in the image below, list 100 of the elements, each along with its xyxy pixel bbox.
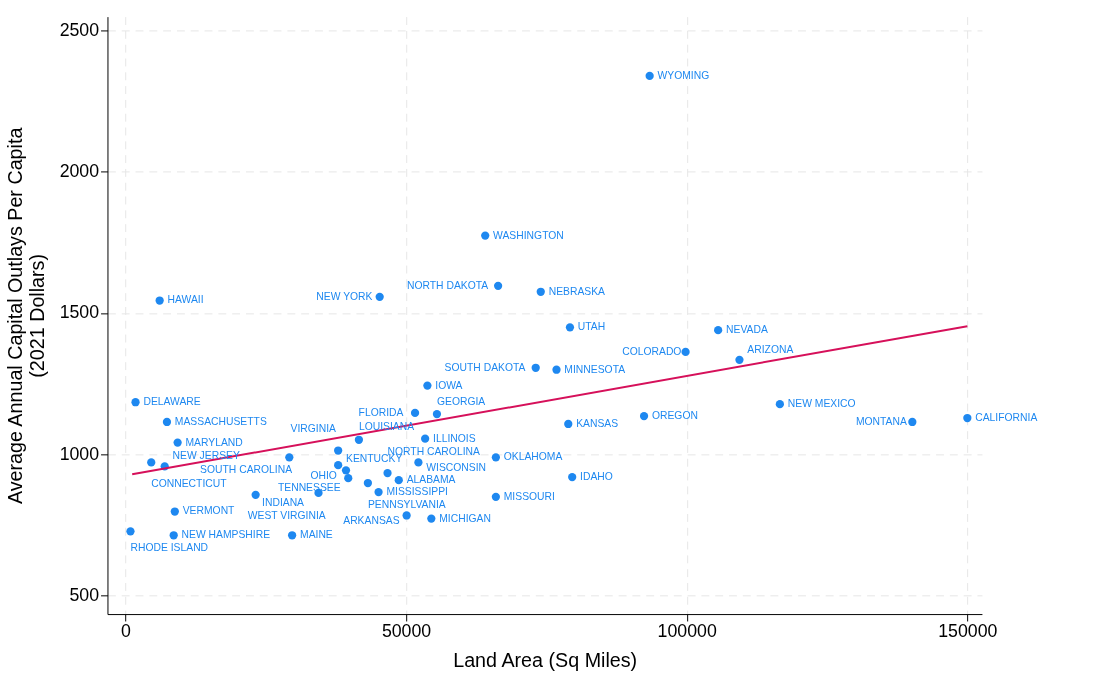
point: [714, 326, 723, 335]
annotation: ARIZONA: [747, 343, 794, 355]
x-axis-title: Land Area (Sq Miles): [453, 648, 638, 671]
annotation: WYOMING: [657, 69, 710, 81]
x-tick-label: 100000: [657, 621, 717, 642]
point: [285, 453, 294, 462]
y-axis-title: Average Annual Capital Outlays Per Capita (2021 Dollars): [4, 127, 48, 505]
annotation: CALIFORNIA: [975, 411, 1038, 423]
point: [491, 453, 500, 462]
annotation: MAINE: [300, 529, 333, 541]
point: [531, 363, 540, 372]
point: [162, 417, 172, 427]
annotation: SOUTH DAKOTA: [444, 361, 526, 373]
annotation: VERMONT: [182, 505, 236, 517]
annotation: NEW YORK: [316, 290, 373, 302]
point: [775, 400, 784, 409]
annotation: NORTH DAKOTA: [407, 279, 489, 291]
annotation: CONNECTICUT: [151, 477, 228, 489]
point: [963, 413, 972, 423]
point: [432, 409, 442, 419]
annotation: WEST VIRGINIA: [247, 510, 326, 522]
annotation: HAWAII: [167, 294, 204, 306]
point: [394, 476, 403, 485]
annotation: WASHINGTON: [493, 229, 564, 241]
annotation: RHODE ISLAND: [130, 542, 209, 554]
annotation: NEVADA: [726, 324, 768, 336]
annotation: MINNESOTA: [564, 363, 626, 375]
annotation: MASSACHUSETTS: [174, 415, 267, 427]
annotation: KANSAS: [576, 417, 619, 429]
point: [288, 531, 297, 540]
point: [681, 347, 690, 357]
annotation: SOUTH CAROLINA: [200, 463, 293, 475]
point: [552, 365, 561, 374]
annotation: MISSOURI: [503, 490, 555, 502]
point: [645, 71, 654, 81]
point: [491, 492, 500, 501]
x-tick-label: 150000: [938, 621, 998, 642]
point: [421, 434, 430, 443]
point: [564, 419, 573, 429]
annotation: OHIO: [310, 469, 337, 481]
point: [402, 511, 411, 520]
x-tick-label: 0: [120, 621, 131, 642]
point: [639, 411, 649, 421]
point: [423, 381, 432, 390]
point: [481, 231, 490, 240]
annotation: MONTANA: [855, 415, 907, 427]
annotation: OREGON: [651, 410, 698, 422]
point: [147, 458, 156, 467]
annotation: NEW HAMPSHIRE: [181, 529, 271, 541]
point: [169, 531, 178, 540]
annotation: IOWA: [435, 379, 463, 391]
annotation: IDAHO: [580, 471, 613, 483]
annotation: ARKANSAS: [343, 515, 400, 527]
annotation: MISSISSIPPI: [386, 486, 448, 497]
annotation: DELAWARE: [143, 396, 201, 408]
point: [414, 458, 423, 467]
point: [173, 438, 182, 447]
point: [735, 355, 744, 364]
point: [410, 408, 420, 418]
point: [383, 469, 392, 478]
point: [344, 474, 353, 483]
annotation: ILLINOIS: [433, 432, 476, 444]
point: [170, 507, 179, 516]
point: [363, 478, 373, 488]
annotation: FLORIDA: [358, 406, 404, 418]
annotation: MICHIGAN: [439, 512, 491, 524]
annotation: GEORGIA: [436, 395, 486, 407]
point: [427, 514, 436, 523]
annotation: OKLAHOMA: [503, 451, 563, 463]
point: [334, 461, 343, 470]
y-tick-label: 2500: [59, 19, 100, 40]
point: [126, 527, 135, 536]
point: [131, 398, 140, 407]
point: [251, 490, 260, 499]
point: [155, 296, 164, 305]
point: [493, 281, 503, 290]
y-tick-label: 1000: [59, 443, 100, 464]
y-tick-label: 2000: [59, 161, 100, 182]
point: [334, 446, 343, 455]
annotation: NEBRASKA: [548, 285, 606, 297]
point: [375, 292, 384, 301]
point: [374, 487, 383, 497]
annotation: INDIANA: [262, 497, 305, 509]
annotation: TENNESSEE: [277, 482, 341, 494]
point: [908, 417, 917, 427]
y-tick-label: 500: [69, 584, 100, 605]
annotation: VIRGINIA: [290, 422, 337, 434]
point: [341, 466, 351, 475]
y-tick-label: 1500: [59, 302, 100, 323]
annotation: NEW MEXICO: [787, 398, 856, 410]
annotation: UTAH: [577, 321, 606, 333]
point: [536, 287, 545, 296]
annotation: PENNSYLVANIA: [367, 498, 446, 510]
x-tick-label: 50000: [381, 621, 432, 642]
annotation: COLORADO: [622, 345, 682, 357]
annotation: WISCONSIN: [426, 462, 487, 474]
point: [568, 472, 577, 482]
annotation: MARYLAND: [185, 436, 243, 448]
point: [354, 435, 364, 444]
point: [565, 323, 575, 332]
